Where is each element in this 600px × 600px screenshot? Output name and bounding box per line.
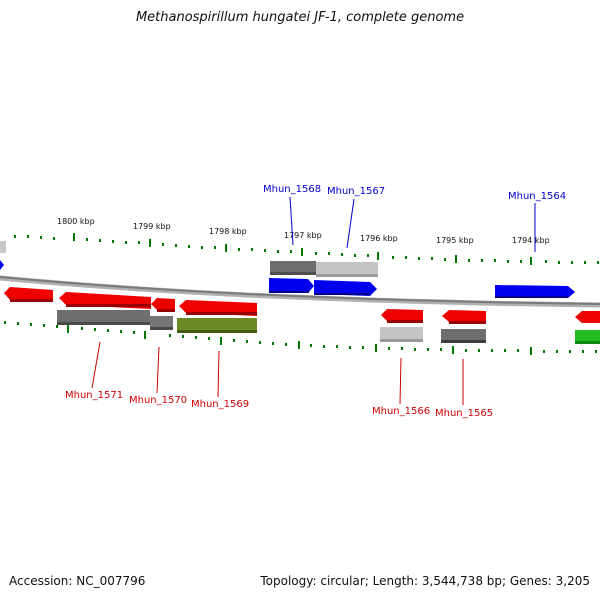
- feature-gray-dark[interactable]: [441, 329, 486, 341]
- gene-arrow-reverse[interactable]: [442, 310, 486, 323]
- tick-label: 1799 kbp: [133, 222, 171, 231]
- accession-text: Accession: NC_007796: [9, 574, 146, 588]
- gene-arrow-forward[interactable]: [0, 260, 4, 270]
- feature-green[interactable]: [575, 330, 600, 342]
- gene-arrow-reverse[interactable]: [381, 309, 423, 322]
- feature-gray-light[interactable]: [380, 327, 423, 340]
- feature-gray-dark[interactable]: [150, 316, 173, 329]
- gene-label-forward[interactable]: Mhun_1568: [263, 184, 321, 195]
- tick-label: 1800 kbp: [57, 217, 95, 226]
- map-title: Methanospirillum hungatei JF-1, complete…: [135, 10, 465, 25]
- scale-lower: [4, 321, 597, 355]
- forward-leader-lines: [289, 196, 536, 252]
- reverse-leader-lines: [91, 341, 464, 405]
- feature-olive[interactable]: [177, 318, 257, 332]
- feature-track-lower: [57, 310, 600, 344]
- gene-label-reverse[interactable]: Mhun_1566: [372, 406, 430, 417]
- tick-label: 1797 kbp: [284, 231, 322, 240]
- scale-upper: [14, 233, 599, 265]
- gene-label-forward[interactable]: Mhun_1564: [508, 191, 566, 202]
- feature-gray-light[interactable]: [316, 262, 378, 275]
- tick-label: 1798 kbp: [209, 227, 247, 236]
- gene-label-reverse[interactable]: Mhun_1571: [65, 390, 123, 401]
- tick-label: 1795 kbp: [436, 236, 474, 245]
- tick-label: 1796 kbp: [360, 234, 398, 243]
- gene-label-reverse[interactable]: Mhun_1570: [129, 395, 187, 406]
- gene-arrow-forward[interactable]: [495, 285, 575, 298]
- gene-arrow-forward[interactable]: [314, 280, 377, 296]
- feature-track-upper: [0, 241, 378, 277]
- gene-arrow-reverse[interactable]: [151, 298, 175, 311]
- gene-label-reverse[interactable]: Mhun_1565: [435, 408, 493, 419]
- genome-stats-text: Topology: circular; Length: 3,544,738 bp…: [260, 574, 590, 588]
- gene-label-forward[interactable]: Mhun_1567: [327, 186, 385, 197]
- gene-arrow-forward[interactable]: [269, 278, 314, 293]
- feature-gray-left-edge[interactable]: [0, 241, 6, 253]
- gene-arrow-reverse[interactable]: [4, 287, 53, 302]
- gene-arrow-reverse[interactable]: [575, 311, 600, 323]
- tick-label: 1794 kbp: [512, 236, 550, 245]
- feature-gray-dark[interactable]: [270, 261, 316, 274]
- reverse-genes: [4, 287, 600, 324]
- forward-genes: [0, 260, 575, 298]
- feature-gray-dark[interactable]: [57, 310, 150, 324]
- gene-label-reverse[interactable]: Mhun_1569: [191, 399, 249, 410]
